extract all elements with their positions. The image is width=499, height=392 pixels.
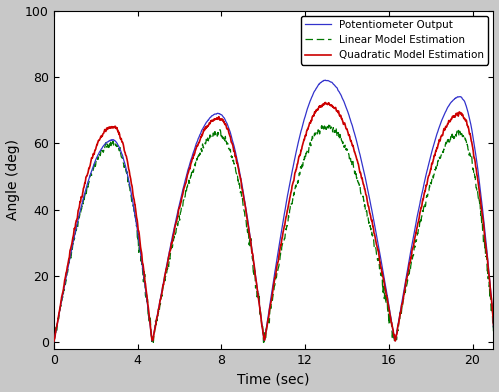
Line: Potentiometer Output: Potentiometer Output [54, 80, 494, 341]
Linear Model Estimation [447, 137, 453, 142]
Linear Model Estimation [319, 122, 325, 127]
Potentiometer Output [128, 189, 134, 194]
Potentiometer Output [128, 191, 134, 196]
Quadratic Model Estimation [128, 178, 134, 183]
Y-axis label: Angle (deg): Angle (deg) [5, 139, 19, 220]
Linear Model Estimation [128, 195, 134, 200]
Linear Model Estimation [303, 151, 309, 155]
Quadratic Model Estimation [454, 112, 460, 117]
Linear Model Estimation [491, 329, 497, 334]
Quadratic Model Estimation [128, 181, 134, 186]
X-axis label: Time (sec): Time (sec) [238, 372, 310, 387]
Quadratic Model Estimation [322, 100, 328, 105]
Potentiometer Output [404, 271, 410, 276]
Potentiometer Output [303, 111, 309, 116]
Potentiometer Output [447, 102, 453, 106]
Potentiometer Output [454, 95, 460, 100]
Quadratic Model Estimation [491, 322, 497, 327]
Linear Model Estimation [51, 339, 57, 344]
Quadratic Model Estimation [303, 133, 309, 138]
Linear Model Estimation [404, 282, 410, 287]
Quadratic Model Estimation [447, 119, 453, 124]
Quadratic Model Estimation [404, 276, 410, 281]
Legend: Potentiometer Output, Linear Model Estimation, Quadratic Model Estimation: Potentiometer Output, Linear Model Estim… [300, 16, 488, 65]
Line: Quadratic Model Estimation: Quadratic Model Estimation [54, 102, 494, 341]
Linear Model Estimation [150, 340, 156, 345]
Potentiometer Output [491, 325, 497, 330]
Linear Model Estimation [128, 191, 134, 196]
Line: Linear Model Estimation: Linear Model Estimation [54, 125, 494, 342]
Potentiometer Output [51, 339, 57, 344]
Potentiometer Output [322, 78, 328, 82]
Quadratic Model Estimation [51, 339, 57, 344]
Linear Model Estimation [454, 129, 460, 134]
